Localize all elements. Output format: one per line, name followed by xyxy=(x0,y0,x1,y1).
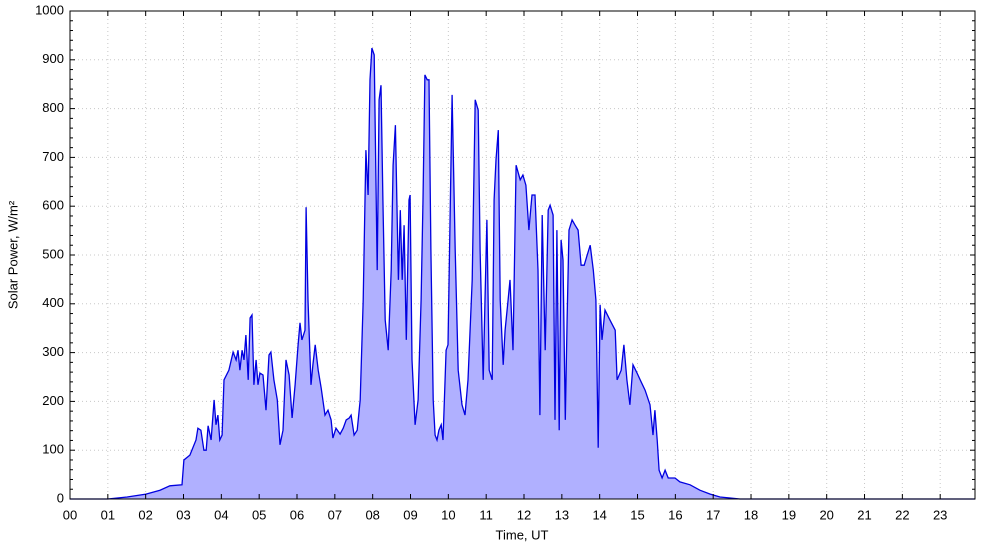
x-tick-label: 04 xyxy=(214,507,228,522)
x-tick-label: 14 xyxy=(592,507,606,522)
y-tick-label: 900 xyxy=(42,51,64,66)
x-tick-label: 02 xyxy=(138,507,152,522)
x-tick-label: 20 xyxy=(819,507,833,522)
x-tick-label: 17 xyxy=(706,507,720,522)
x-tick-label: 06 xyxy=(290,507,304,522)
y-tick-label: 800 xyxy=(42,100,64,115)
area xyxy=(70,48,975,499)
x-tick-label: 11 xyxy=(479,507,493,522)
x-tick-label: 16 xyxy=(668,507,682,522)
x-tick-label: 08 xyxy=(365,507,379,522)
x-tick-label: 03 xyxy=(176,507,190,522)
y-tick-label: 0 xyxy=(57,490,64,505)
x-tick-label: 15 xyxy=(630,507,644,522)
x-tick-label: 19 xyxy=(782,507,796,522)
line xyxy=(70,47,975,500)
x-tick-label: 01 xyxy=(101,507,115,522)
x-tick-label: 05 xyxy=(252,507,266,522)
x-tick-label: 21 xyxy=(857,507,871,522)
x-axis-label: Time, UT xyxy=(496,527,549,542)
x-tick-label: 10 xyxy=(441,507,455,522)
x-tick-label: 00 xyxy=(63,507,77,522)
x-tick-label: 12 xyxy=(517,507,531,522)
x-tick-label: 23 xyxy=(933,507,947,522)
x-tick-label: 07 xyxy=(328,507,342,522)
y-tick-label: 400 xyxy=(42,295,64,310)
x-tick-label: 09 xyxy=(403,507,417,522)
y-tick-label: 300 xyxy=(42,344,64,359)
x-tick-label: 13 xyxy=(555,507,569,522)
x-tick-label: 18 xyxy=(744,507,758,522)
y-tick-label: 200 xyxy=(42,393,64,408)
x-tick-label: 22 xyxy=(895,507,909,522)
y-tick-label: 100 xyxy=(42,442,64,457)
y-tick-label: 700 xyxy=(42,149,64,164)
y-tick-label: 600 xyxy=(42,198,64,213)
y-axis-label: Solar Power, W/m² xyxy=(5,200,20,309)
y-tick-label: 500 xyxy=(42,246,64,261)
y-tick-label: 1000 xyxy=(35,2,64,17)
